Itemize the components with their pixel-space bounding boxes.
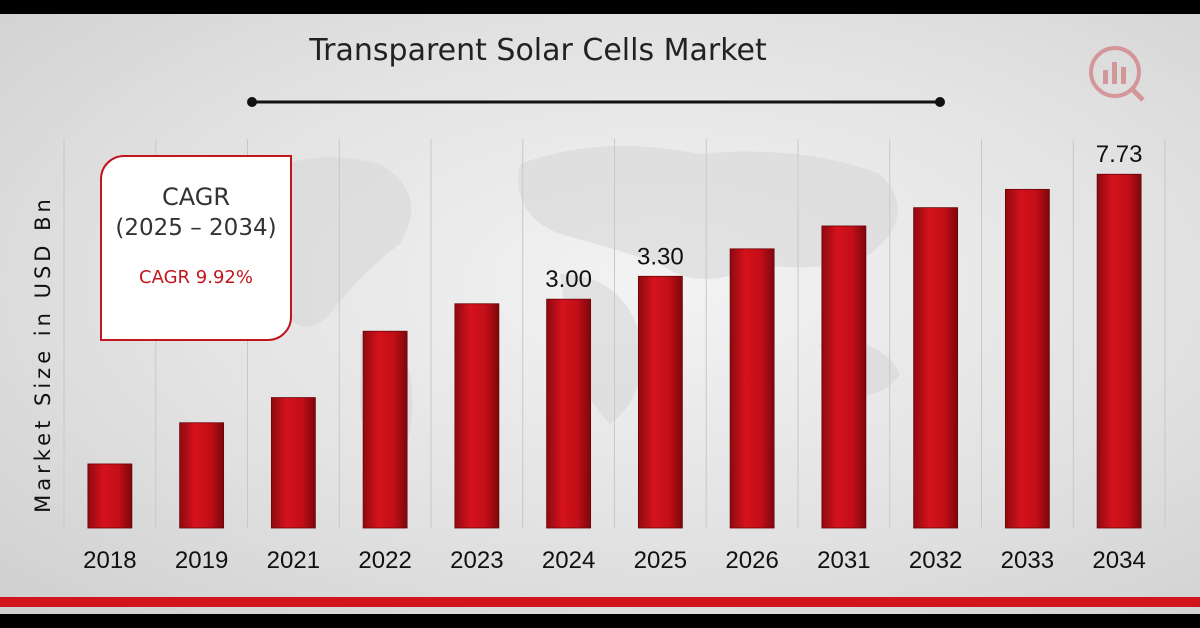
x-tick-labels: 2018 2019 2021 2022 2023 2024 2025 2026 2031 2032…: [83, 547, 1146, 574]
x-tick-label-2025: 2025: [634, 547, 687, 574]
mrfr-logo-icon: [1089, 46, 1145, 102]
title-underline-end-dot: [935, 97, 945, 107]
bar-2024: [546, 298, 592, 529]
data-label-2025: 3.30: [637, 243, 684, 270]
x-tick-label-2031: 2031: [817, 547, 870, 574]
x-tick-label-2023: 2023: [450, 547, 503, 574]
x-tick-label-2018: 2018: [83, 547, 136, 574]
bars-group: [87, 173, 1142, 529]
bar-2032: [913, 207, 959, 529]
x-tick-label-2019: 2019: [175, 547, 228, 574]
title-underline-start-dot: [247, 97, 257, 107]
bar-2018: [87, 463, 133, 529]
x-tick-label-2024: 2024: [542, 547, 595, 574]
x-tick-label-2022: 2022: [358, 547, 411, 574]
bar-2033: [1004, 188, 1050, 529]
cagr-period: (2025 – 2034): [115, 215, 277, 241]
data-label-2024: 3.00: [545, 266, 592, 293]
chart-frame: Transparent Solar Cells Market Market Si…: [0, 14, 1200, 614]
bar-2026: [729, 248, 775, 529]
bottom-accent-bar: [0, 597, 1200, 607]
cagr-value: CAGR 9.92%: [139, 267, 253, 288]
chart-title-group: Transparent Solar Cells Market: [247, 33, 945, 107]
data-labels: 3.00 3.30 7.73: [545, 141, 1142, 293]
x-tick-label-2032: 2032: [909, 547, 962, 574]
x-tick-label-2034: 2034: [1092, 547, 1145, 574]
bar-2021: [270, 397, 316, 529]
cagr-callout-box: CAGR (2025 – 2034) CAGR 9.92%: [100, 155, 292, 341]
bar-2023: [454, 303, 500, 529]
x-tick-label-2026: 2026: [725, 547, 778, 574]
bar-2019: [179, 422, 225, 529]
data-label-2034: 7.73: [1096, 141, 1143, 168]
bar-2031: [821, 225, 867, 529]
bar-2025: [637, 275, 683, 529]
chart-canvas: Transparent Solar Cells Market Market Si…: [31, 33, 1166, 574]
x-tick-label-2021: 2021: [267, 547, 320, 574]
y-axis-label: Market Size in USD Bn: [31, 195, 55, 513]
bar-2022: [362, 330, 408, 529]
cagr-title: CAGR: [161, 183, 231, 211]
chart-title: Transparent Solar Cells Market: [308, 33, 767, 68]
bar-2034: [1096, 173, 1142, 529]
x-tick-label-2033: 2033: [1001, 547, 1054, 574]
